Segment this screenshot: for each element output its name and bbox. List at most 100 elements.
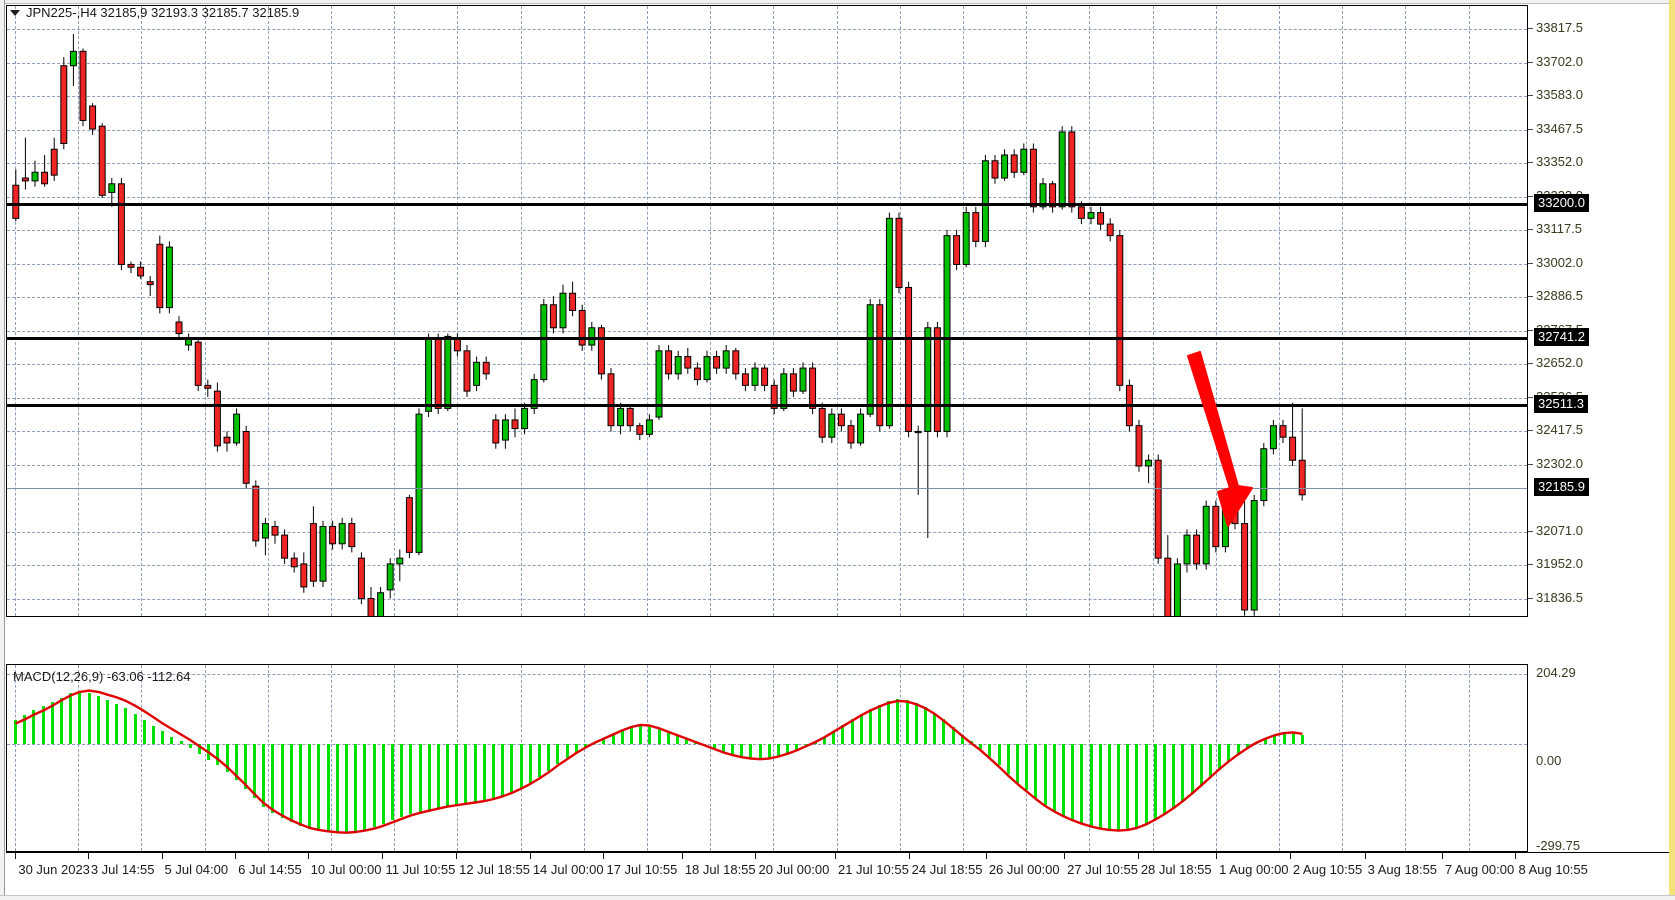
candle-body-bullish xyxy=(185,338,193,346)
candle-body-bearish xyxy=(578,309,586,346)
macd-histogram-bar xyxy=(455,744,459,805)
price-axis-tick xyxy=(1528,430,1533,431)
macd-histogram-bar xyxy=(326,744,330,832)
candle-body-bullish xyxy=(703,356,711,381)
candle-body-bearish xyxy=(809,367,817,409)
candle-body-bearish xyxy=(1241,523,1249,611)
candle-body-bullish xyxy=(165,246,173,309)
macd-axis[interactable]: 204.29 0.00 -299.75 xyxy=(1528,664,1669,852)
price-axis-label: 33117.5 xyxy=(1536,221,1583,236)
candle-body-bearish xyxy=(991,160,999,179)
price-axis-tick xyxy=(1528,196,1533,197)
macd-signal-path xyxy=(15,689,1303,834)
macd-histogram-bar xyxy=(547,744,551,771)
candle-body-bearish xyxy=(1116,235,1124,386)
time-axis-label: 3 Jul 14:55 xyxy=(90,862,155,877)
macd-histogram-bar xyxy=(400,744,404,817)
time-axis-tick xyxy=(681,853,683,859)
candle-body-bearish xyxy=(309,523,317,582)
price-level-tag: 32511.3 xyxy=(1534,395,1589,413)
macd-histogram-bar xyxy=(464,744,468,804)
price-chart-pane[interactable] xyxy=(6,5,1528,617)
macd-histogram-bar xyxy=(914,702,918,745)
macd-histogram-bar xyxy=(712,744,716,749)
macd-histogram-bar xyxy=(795,744,799,750)
macd-histogram-bar xyxy=(1071,744,1075,821)
candle-body-bearish xyxy=(1106,223,1114,237)
macd-histogram-bar xyxy=(289,744,293,823)
candle-body-bearish xyxy=(549,304,557,329)
macd-histogram-bar xyxy=(979,744,983,749)
candle-body-bullish xyxy=(1173,563,1181,616)
time-axis-tick xyxy=(1441,853,1443,859)
price-axis[interactable]: 33817.533702.033583.033467.533352.033233… xyxy=(1528,5,1669,671)
candle-body-bearish xyxy=(271,525,279,536)
macd-histogram-bar xyxy=(87,692,91,745)
macd-histogram-bar xyxy=(1052,744,1056,812)
price-axis-tick xyxy=(1528,564,1533,565)
candle-body-bullish xyxy=(415,413,423,553)
macd-histogram-bar xyxy=(565,744,569,758)
macd-histogram-bar xyxy=(510,744,514,793)
macd-histogram-bar xyxy=(427,744,431,810)
macd-histogram-bar xyxy=(436,744,440,808)
caret-down-icon[interactable] xyxy=(10,9,20,16)
candle-body-bullish xyxy=(857,413,865,444)
candle-body-bearish xyxy=(223,436,231,444)
candle-body-bearish xyxy=(242,430,250,484)
candle-body-bullish xyxy=(866,304,874,415)
macd-histogram-bar xyxy=(942,719,946,745)
candle-body-bearish xyxy=(847,425,855,444)
macd-histogram-bar xyxy=(583,744,587,747)
price-axis-tick xyxy=(1528,229,1533,230)
macd-histogram-bar xyxy=(868,709,872,745)
candle-body-bullish xyxy=(780,373,788,409)
candle-body-bearish xyxy=(569,292,577,311)
macd-histogram-bar xyxy=(170,736,174,745)
candle-body-bearish xyxy=(194,341,202,386)
time-axis-label: 18 Jul 18:55 xyxy=(684,862,756,877)
candle-body-bearish xyxy=(953,235,961,265)
candle-body-bearish xyxy=(290,557,298,568)
candle-body-bearish xyxy=(837,413,845,427)
macd-histogram-bar xyxy=(1199,744,1203,786)
macd-histogram-bar xyxy=(887,701,891,745)
candle-body-bullish xyxy=(338,523,346,545)
macd-histogram-bar xyxy=(841,725,845,745)
candle-body-bearish xyxy=(1068,131,1076,208)
macd-histogram-bar xyxy=(629,726,633,745)
candle-body-bearish xyxy=(463,350,471,392)
macd-histogram-bar xyxy=(1098,744,1102,829)
macd-histogram-bar xyxy=(1025,744,1029,791)
candle-body-bullish xyxy=(722,350,730,369)
macd-histogram-bar xyxy=(1080,744,1084,824)
macd-histogram-bar xyxy=(161,731,165,745)
macd-indicator-pane[interactable]: MACD(12,26,9) -63.06 -112.64 xyxy=(6,664,1528,852)
candle-body-bearish xyxy=(1077,206,1085,219)
macd-histogram-bar xyxy=(878,704,882,745)
candle-body-bearish xyxy=(770,384,778,409)
macd-histogram-bar xyxy=(657,727,661,745)
macd-histogram-bar xyxy=(446,744,450,806)
candle-body-bullish xyxy=(233,413,241,444)
candle-body-bearish xyxy=(252,485,260,542)
candle-body-bearish xyxy=(713,356,721,369)
macd-histogram-bar xyxy=(620,729,624,745)
chart-symbol-header[interactable]: JPN225-,H4 32185,9 32193.3 32185.7 32185… xyxy=(10,6,299,19)
candle-body-bullish xyxy=(396,557,404,565)
candle-body-bearish xyxy=(741,373,749,386)
candle-body-bearish xyxy=(50,148,58,176)
chart-symbol-text: JPN225-,H4 32185,9 32193.3 32185.7 32185… xyxy=(26,5,300,20)
macd-histogram-bar xyxy=(50,702,54,745)
macd-histogram-bar xyxy=(14,720,18,745)
macd-histogram-bar xyxy=(1034,744,1038,799)
macd-histogram-bar xyxy=(1126,744,1130,830)
macd-histogram-bar xyxy=(749,744,753,758)
price-axis-tick xyxy=(1528,363,1533,364)
macd-histogram-bar xyxy=(253,744,257,799)
macd-histogram-bar xyxy=(381,744,385,824)
time-axis[interactable]: 30 Jun 2023 3 Jul 14:55 5 Jul 04:00 6 Jul 1… xyxy=(6,852,1669,895)
macd-indicator-label: MACD(12,26,9) -63.06 -112.64 xyxy=(13,669,191,684)
candle-body-bearish xyxy=(137,266,145,277)
time-axis-tick xyxy=(235,853,237,859)
